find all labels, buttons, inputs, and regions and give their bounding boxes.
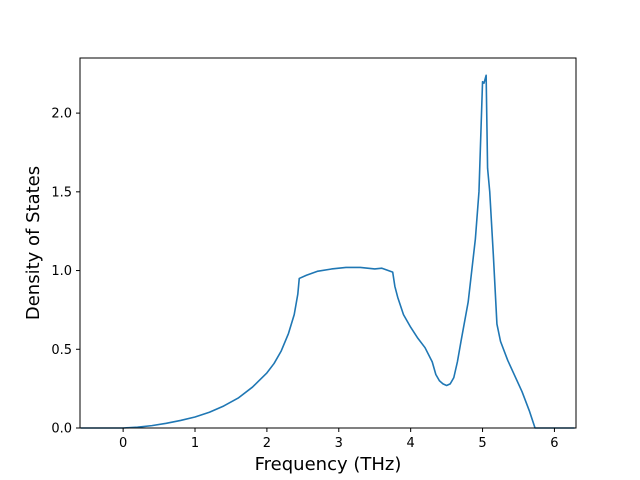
x-tick-label: 1 [191,436,199,451]
x-tick-label: 2 [263,436,271,451]
y-axis-label: Density of States [23,166,44,320]
series-layer [80,74,575,429]
x-tick-label: 6 [550,436,558,451]
x-tick-label: 5 [478,436,486,451]
x-axis-label: Frequency (THz) [255,454,402,475]
plot-frame [79,57,577,429]
y-axis-ticks: 0.0 0.5 1.0 1.5 2.0 [51,107,80,437]
y-tick-label: 2.0 [51,107,72,122]
y-tick-label: 1.5 [51,185,72,200]
y-tick-label: 1.0 [51,264,72,279]
x-tick-label: 0 [119,436,127,451]
x-axis-ticks: 0 1 2 3 4 5 6 [119,428,559,451]
y-tick-label: 0.5 [51,343,72,358]
x-tick-label: 3 [335,436,343,451]
plot-area [80,58,576,428]
series-line-0 [80,74,575,429]
y-tick-label: 0.0 [51,422,72,437]
x-tick-label: 4 [407,436,415,451]
